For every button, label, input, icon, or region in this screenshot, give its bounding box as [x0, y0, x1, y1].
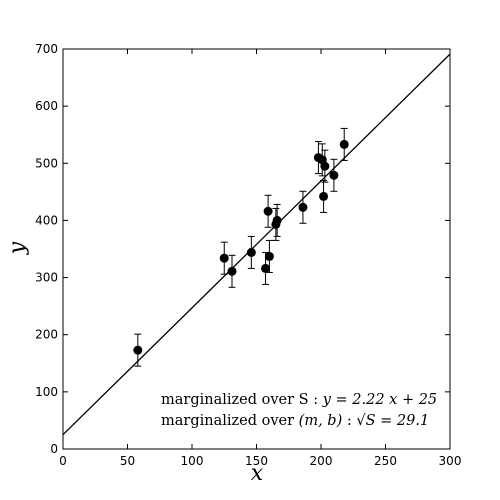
- point-marker: [339, 139, 349, 149]
- annotation-line-1-equation: y = 2.22 x + 25: [322, 392, 437, 408]
- y-tick-label: 300: [35, 271, 58, 285]
- x-axis-title: x: [251, 461, 264, 486]
- point-marker: [320, 161, 330, 171]
- annotation-line-2-params: (m, b): [299, 413, 343, 429]
- point-marker: [319, 191, 329, 201]
- data-point: [133, 333, 143, 367]
- data-point: [317, 143, 327, 177]
- fit-line: [62, 53, 451, 436]
- data-point: [263, 194, 273, 228]
- data-point: [339, 127, 349, 161]
- y-tick-label: 100: [35, 385, 58, 399]
- data-point: [329, 158, 339, 192]
- point-marker: [263, 206, 273, 216]
- plot-area: [62, 48, 451, 450]
- point-marker: [219, 253, 229, 263]
- y-tick-label: 700: [35, 42, 58, 56]
- x-tick-label: 150: [245, 454, 268, 468]
- y-axis-title: y: [5, 241, 30, 255]
- point-marker: [133, 345, 143, 355]
- data-points: [133, 127, 349, 367]
- annotation-line-1: marginalized over S : y = 2.22 x + 25: [161, 392, 437, 408]
- y-tick-label: 600: [35, 99, 58, 113]
- axis-ticks: 0 50 100 150 200 250 300 0 100 200 300 400 500 600 700: [35, 42, 461, 468]
- point-marker: [264, 251, 274, 261]
- x-tick-label: 200: [310, 454, 333, 468]
- point-marker: [261, 263, 271, 273]
- data-point: [320, 149, 330, 183]
- sqrt-symbol: √: [356, 413, 366, 429]
- annotation-line-2: marginalized over (m, b) : √S = 29.1: [161, 413, 429, 429]
- point-marker: [298, 202, 308, 212]
- x-tick-label: 250: [374, 454, 397, 468]
- y-tick-label: 0: [50, 442, 58, 456]
- point-marker: [246, 247, 256, 257]
- y-tick-label: 400: [35, 213, 58, 227]
- y-tick-label: 500: [35, 156, 58, 170]
- data-point: [246, 235, 256, 269]
- data-point: [219, 241, 229, 275]
- plot-frame: [62, 48, 451, 450]
- data-point: [298, 190, 308, 224]
- y-tick-label: 200: [35, 328, 58, 342]
- data-point: [272, 203, 282, 237]
- point-marker: [272, 215, 282, 225]
- x-tick-label: 0: [59, 454, 67, 468]
- data-point: [319, 179, 329, 213]
- annotation-line-2-label: marginalized over: [161, 413, 299, 429]
- point-marker: [227, 266, 237, 276]
- fit-line-group: [62, 53, 451, 436]
- x-tick-label: 100: [181, 454, 204, 468]
- x-tick-label: 50: [120, 454, 135, 468]
- annotation-line-2-equation: S = 29.1: [366, 413, 430, 429]
- x-tick-label: 300: [439, 454, 462, 468]
- annotation-line-1-label: marginalized over S :: [161, 392, 323, 408]
- annotation-line-2-sep: :: [342, 413, 356, 429]
- point-marker: [329, 170, 339, 180]
- data-point: [264, 239, 274, 273]
- data-point: [227, 254, 237, 288]
